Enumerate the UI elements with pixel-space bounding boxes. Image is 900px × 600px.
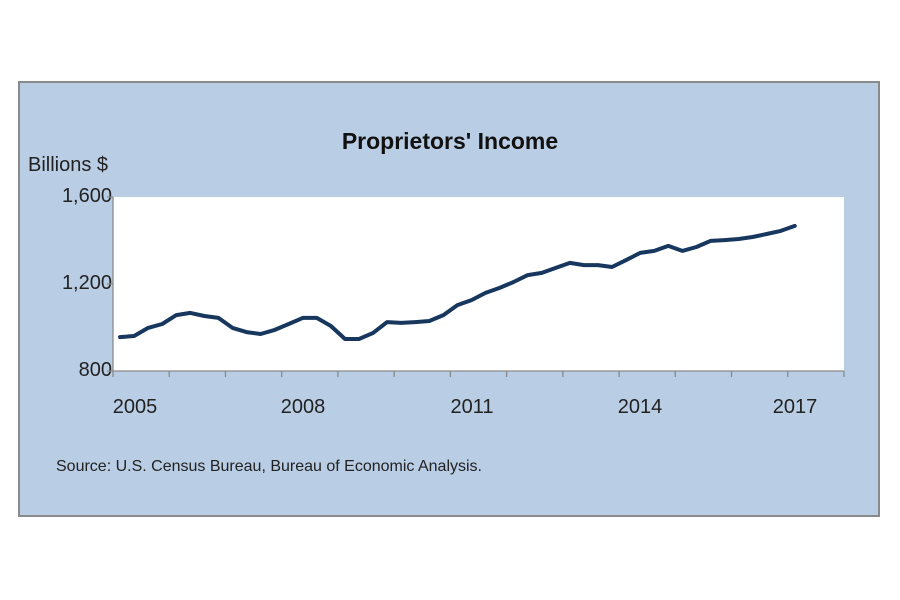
- y-tick-1200: 1,200: [61, 272, 112, 294]
- plot-background: [113, 197, 844, 371]
- source-note: Source: U.S. Census Bureau, Bureau of Ec…: [56, 458, 482, 475]
- income-line: [118, 223, 797, 341]
- y-axis-label: Billions $: [28, 154, 109, 176]
- x-tick-2005: 2005: [112, 396, 158, 418]
- x-tick-2017: 2017: [772, 396, 818, 418]
- x-tick-2014: 2014: [617, 396, 663, 418]
- y-tick-1600: 1,600: [61, 185, 112, 207]
- y-tick-800: 800: [78, 359, 112, 381]
- x-tick-2008: 2008: [280, 396, 326, 418]
- axes: [107, 196, 845, 377]
- x-tick-2011: 2011: [450, 396, 494, 418]
- chart-title: Proprietors' Income: [341, 128, 559, 154]
